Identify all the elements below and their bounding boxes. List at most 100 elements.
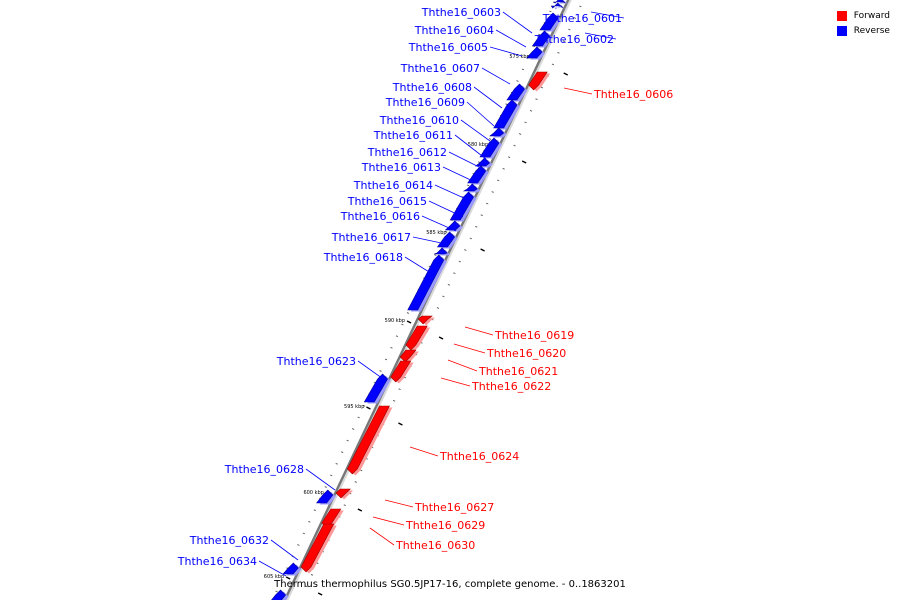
gene-ththe16-0612[interactable] — [467, 165, 489, 185]
minor-tick-right — [518, 133, 522, 135]
gene-label-ththe16-0618[interactable]: Ththe16_0618 — [323, 251, 403, 264]
gene-ththe16-0627[interactable] — [335, 488, 354, 500]
gene-leader-line — [464, 326, 494, 336]
major-tick-left — [366, 406, 371, 410]
minor-tick-left — [445, 230, 448, 233]
gene-label-ththe16-0606[interactable]: Ththe16_0606 — [593, 88, 673, 101]
gene-label-ththe16-0632[interactable]: Ththe16_0632 — [189, 534, 269, 547]
gene-label-ththe16-0608[interactable]: Ththe16_0608 — [392, 81, 472, 94]
gene-ththe16-0610[interactable] — [479, 137, 502, 159]
gene-ththe16-0632[interactable] — [282, 562, 302, 576]
legend: Forward Reverse — [836, 8, 890, 38]
gene-label-ththe16-0616[interactable]: Ththe16_0616 — [340, 210, 420, 223]
minor-tick-left — [357, 416, 360, 419]
major-tick-right — [438, 336, 444, 340]
gene-arrow — [550, 2, 563, 9]
minor-tick-left — [384, 358, 388, 361]
minor-tick-left — [302, 532, 306, 535]
gene-label-ththe16-0613[interactable]: Ththe16_0613 — [361, 161, 441, 174]
minor-tick-right — [557, 51, 560, 54]
gene-arrow — [363, 373, 388, 403]
gene-leader-line — [481, 67, 511, 85]
gene-label-ththe16-0607[interactable]: Ththe16_0607 — [400, 62, 480, 75]
gene-ththe16-0630[interactable] — [300, 523, 337, 574]
gene-arrow — [449, 191, 474, 221]
minor-tick-right — [354, 481, 357, 483]
gene-label-ththe16-0617[interactable]: Ththe16_0617 — [331, 231, 411, 244]
minor-tick-left — [362, 404, 366, 407]
gene-label-ththe16-0634[interactable]: Ththe16_0634 — [177, 555, 257, 568]
major-tick-right — [521, 160, 527, 164]
minor-tick-right — [458, 260, 461, 263]
gene-ththe16-0609[interactable] — [489, 127, 507, 138]
minor-tick-right — [453, 272, 456, 275]
kbp-tick-label: 580 kbp — [468, 142, 488, 148]
gene-leader-line — [447, 359, 478, 372]
gene-label-ththe16-0629[interactable]: Ththe16_0629 — [405, 519, 485, 532]
gene-label-ththe16-0621[interactable]: Ththe16_0621 — [478, 365, 558, 378]
major-tick-right — [357, 508, 363, 512]
minor-tick-left — [516, 80, 519, 82]
minor-tick-left — [330, 474, 333, 477]
minor-tick-left — [335, 462, 338, 465]
genome-caption: Thermus thermophilus SG0.5JP17-16, compl… — [274, 579, 626, 590]
gene-ththe16-0602[interactable] — [550, 2, 566, 10]
gene-label-ththe16-0622[interactable]: Ththe16_0622 — [471, 380, 551, 393]
gene-label-ththe16-0627[interactable]: Ththe16_0627 — [414, 501, 494, 514]
gene-arrow — [553, 0, 566, 4]
gene-ththe16-0623[interactable] — [363, 373, 391, 404]
gene-leader-line — [404, 256, 435, 276]
gene-ththe16-0618[interactable] — [407, 254, 447, 312]
kbp-tick-label: 575 kbp — [509, 54, 529, 60]
reverse-swatch — [836, 25, 847, 36]
gene-label-ththe16-0628[interactable]: Ththe16_0628 — [224, 463, 304, 476]
gene-label-ththe16-0623[interactable]: Ththe16_0623 — [276, 355, 356, 368]
gene-ththe16-0601[interactable] — [553, 0, 569, 5]
minor-tick-right — [392, 399, 396, 402]
gene-label-ththe16-0601[interactable]: Ththe16_0601 — [542, 12, 622, 25]
gene-ththe16-0605[interactable] — [526, 46, 545, 60]
gene-ththe16-0624[interactable] — [346, 405, 393, 476]
gene-ththe16-0619[interactable] — [417, 315, 435, 326]
gene-ththe16-0614[interactable] — [449, 191, 477, 222]
minor-tick-right — [524, 121, 527, 124]
gene-ththe16-0634[interactable] — [270, 589, 289, 600]
gene-ththe16-0621[interactable] — [399, 349, 419, 364]
gene-label-ththe16-0612[interactable]: Ththe16_0612 — [367, 146, 447, 159]
gene-label-ththe16-0602[interactable]: Ththe16_0602 — [534, 33, 614, 46]
gene-ththe16-0620[interactable] — [405, 325, 431, 352]
gene-label-ththe16-0605[interactable]: Ththe16_0605 — [408, 41, 488, 54]
gene-arrow — [316, 489, 334, 504]
gene-ththe16-0603[interactable] — [539, 12, 562, 32]
gene-leader-line — [409, 446, 439, 457]
minor-tick-right — [535, 98, 538, 101]
gene-arrow — [399, 349, 417, 363]
minor-tick-left — [538, 33, 541, 36]
minor-tick-right — [551, 63, 555, 66]
gene-ththe16-0622[interactable] — [390, 360, 414, 384]
minor-tick-right — [398, 388, 401, 391]
gene-label-ththe16-0611[interactable]: Ththe16_0611 — [373, 129, 453, 142]
gene-label-ththe16-0615[interactable]: Ththe16_0615 — [347, 195, 427, 208]
gene-label-ththe16-0630[interactable]: Ththe16_0630 — [395, 539, 475, 552]
gene-leader-line — [369, 527, 395, 546]
minor-tick-right — [360, 469, 363, 472]
gene-label-ththe16-0620[interactable]: Ththe16_0620 — [486, 347, 566, 360]
gene-ththe16-0606[interactable] — [528, 71, 551, 92]
gene-leader-line — [460, 119, 491, 142]
gene-label-ththe16-0619[interactable]: Ththe16_0619 — [494, 329, 574, 342]
gene-ththe16-0611[interactable] — [474, 157, 493, 168]
gene-label-ththe16-0609[interactable]: Ththe16_0609 — [385, 96, 465, 109]
gene-label-ththe16-0604[interactable]: Ththe16_0604 — [414, 24, 494, 37]
gene-label-ththe16-0624[interactable]: Ththe16_0624 — [439, 450, 519, 463]
gene-label-ththe16-0614[interactable]: Ththe16_0614 — [353, 179, 433, 192]
minor-tick-left — [521, 68, 525, 71]
gene-ththe16-0613[interactable] — [462, 183, 481, 193]
gene-ththe16-0604[interactable] — [531, 30, 553, 48]
major-tick-right — [317, 592, 323, 596]
gene-label-ththe16-0610[interactable]: Ththe16_0610 — [379, 114, 459, 127]
gene-ththe16-0628[interactable] — [316, 489, 336, 505]
gene-label-ththe16-0603[interactable]: Ththe16_0603 — [421, 6, 501, 19]
gene-ththe16-0617[interactable] — [434, 247, 451, 256]
